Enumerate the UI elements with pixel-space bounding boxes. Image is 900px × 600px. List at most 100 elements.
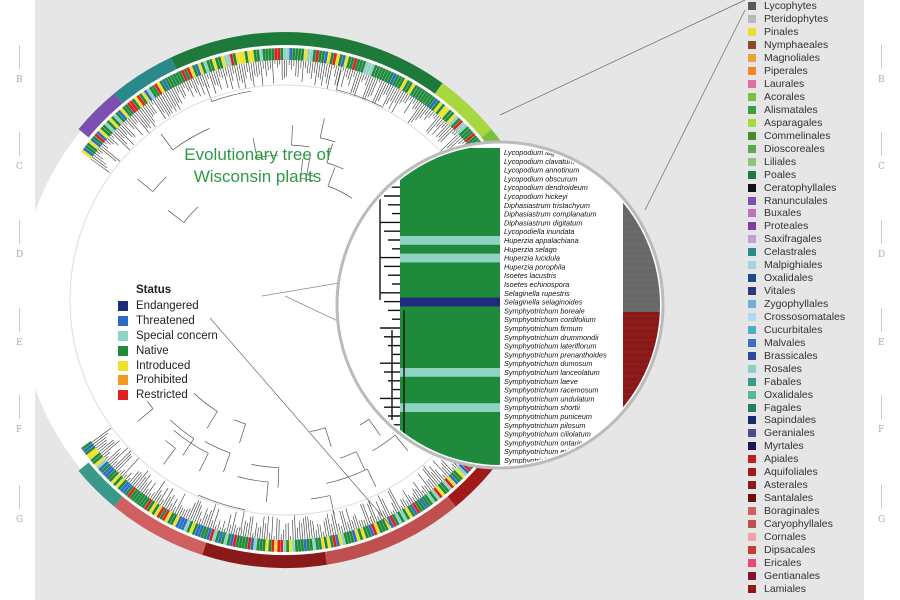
tree-branch-tip [213, 70, 219, 87]
status-ring-tick [376, 66, 384, 79]
tree-branch-tip [390, 511, 393, 515]
species-label: Diphasiastrum complanatum [504, 210, 596, 219]
status-ring-tick [452, 469, 463, 481]
order-label: Malvales [764, 336, 806, 349]
status-ring-tick [169, 74, 178, 87]
status-ring-tick [265, 48, 269, 61]
species-label: Symphyotrichum laeve [504, 377, 578, 386]
status-ring-tick [131, 98, 142, 110]
order-swatch [748, 429, 756, 438]
tree-branch [182, 438, 195, 456]
order-legend-item: Rosales [748, 362, 845, 375]
tree-branch-tip [451, 466, 455, 471]
status-ring-tick [175, 71, 183, 84]
status-ring-tick [450, 471, 461, 483]
status-ring-tick [378, 68, 387, 81]
status-ring-tick [88, 140, 100, 150]
species-label: Symphyotrichum firmum [504, 324, 583, 333]
tree-branch-tip [320, 63, 326, 87]
tree-branch-tip [313, 61, 316, 74]
status-label: Special concern [136, 329, 218, 342]
status-ring-tick [151, 84, 161, 97]
status-ring-tick [206, 59, 213, 73]
tree-branch [199, 453, 209, 472]
status-ring-tick [203, 60, 210, 73]
status-ring-tick [454, 467, 466, 479]
status-legend-item: Introduced [118, 358, 218, 373]
tree-branch-tip [402, 93, 409, 103]
tree-branch [327, 185, 353, 199]
status-ring-tick [407, 83, 416, 95]
tree-branch-tip [385, 84, 392, 96]
tree-branch-tip [230, 511, 237, 534]
status-ring-tick [337, 533, 343, 546]
species-status-cell [400, 174, 500, 184]
grid-letter: F [16, 425, 23, 435]
status-ring-tick [100, 463, 111, 474]
status-ring-tick [411, 502, 421, 514]
order-legend-item: Poales [748, 168, 845, 181]
tree-branch-tip [422, 468, 437, 487]
status-ring-tick [229, 53, 235, 66]
order-swatch [748, 105, 756, 114]
status-ring-tick [122, 483, 132, 495]
tree-branch-tip [341, 525, 344, 533]
tree-branch-tip [361, 73, 365, 82]
status-ring-tick [303, 539, 308, 552]
order-label: Malpighiales [764, 259, 823, 272]
grid-tick [19, 395, 20, 419]
status-ring-tick [381, 69, 389, 82]
species-status-cell [400, 350, 500, 360]
order-swatch [748, 157, 756, 166]
status-ring-tick [348, 530, 355, 543]
tree-branch-tip [130, 471, 142, 485]
tree-branch-tip [462, 140, 466, 144]
tree-branch-tip [94, 152, 104, 160]
status-ring-tick [430, 99, 441, 112]
order-swatch [748, 312, 756, 321]
title-line-1: Evolutionary tree of [184, 145, 331, 164]
status-ring-tick [365, 62, 373, 75]
tree-branch [169, 419, 194, 439]
order-swatch [748, 2, 756, 11]
status-ring-tick [208, 528, 216, 542]
status-ring-tick [146, 88, 156, 100]
tree-branch-tip [451, 463, 457, 469]
status-ring-tick [306, 49, 311, 62]
order-label: Asparagales [764, 116, 823, 129]
order-label: Pteridophytes [764, 13, 829, 26]
status-ring-tick [300, 539, 305, 552]
order-legend-item: Cucurbitales [748, 323, 845, 336]
tree-branch-tip [252, 533, 254, 538]
status-ring-tick [268, 539, 272, 552]
tree-branch-tip [368, 500, 378, 522]
tree-branch-tip [158, 487, 169, 505]
species-label: Symphyotrichum drummondii [504, 333, 599, 342]
tree-branch-tip [107, 138, 114, 145]
status-ring-tick [92, 454, 104, 465]
tree-branch-tip [441, 462, 452, 474]
status-ring-tick [414, 87, 424, 100]
tree-branch-tip [206, 73, 209, 79]
tree-branch-tip [267, 60, 269, 71]
species-label: Diphasiastrum tristachyum [504, 201, 590, 210]
order-label: Oxalidales [764, 272, 814, 285]
tree-branch-tip [354, 514, 360, 529]
status-ring-tick [138, 93, 149, 105]
species-label: Symphyotrichum ciliolatum [504, 430, 591, 439]
tree-branch-tip [186, 80, 194, 97]
callout-line [499, 0, 746, 116]
order-legend-item: Pteridophytes [748, 13, 845, 26]
tree-branch-tip [104, 141, 107, 145]
status-ring-tick [167, 75, 176, 88]
species-status-cell [400, 288, 500, 299]
status-ring-tick [253, 49, 258, 62]
tree-branch-tip [381, 498, 391, 516]
tree-branch-tip [256, 527, 259, 539]
status-ring-tick [370, 64, 378, 77]
tree-branch-tip [96, 151, 100, 154]
order-swatch [748, 494, 756, 503]
status-ring-tick [81, 149, 93, 159]
tree-branch-tip [367, 77, 376, 98]
status-ring-tick [404, 81, 413, 94]
